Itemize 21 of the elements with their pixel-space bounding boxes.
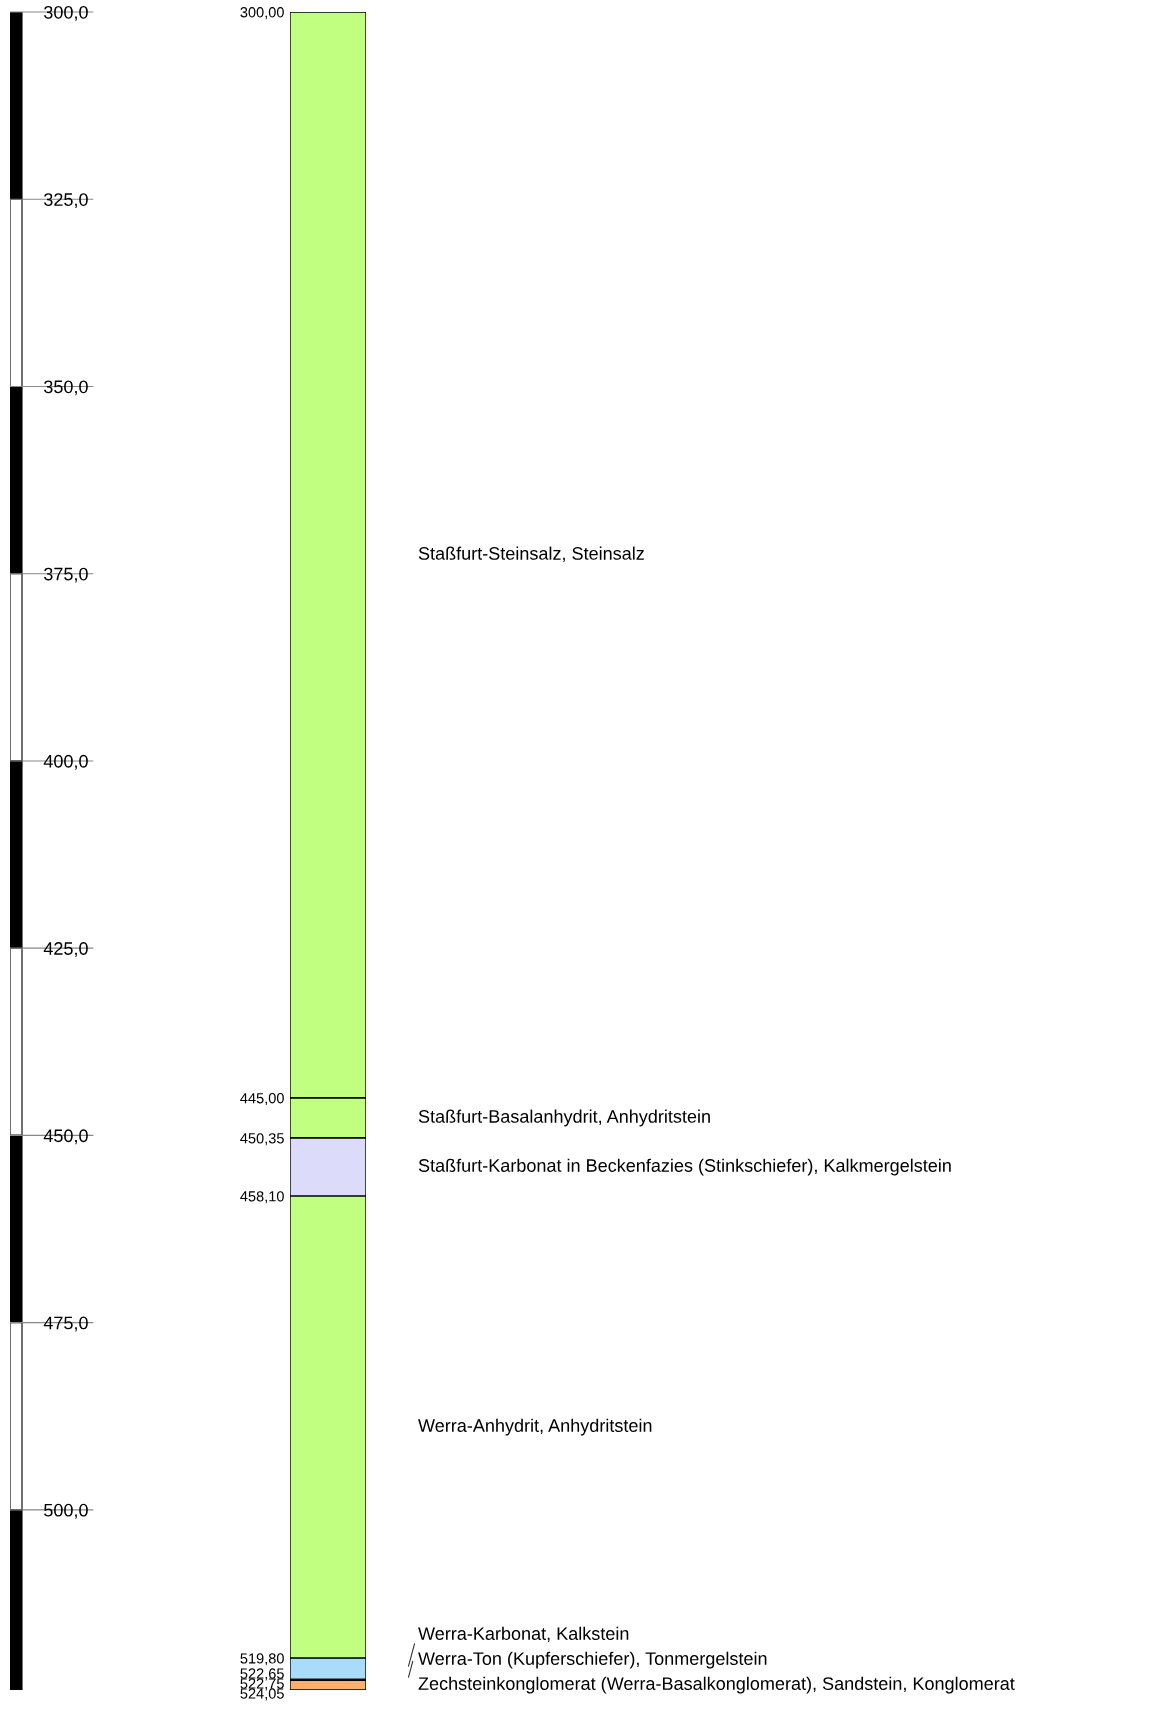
y-tick-label: 425,0 (43, 942, 88, 958)
y-tick-label: 375,0 (44, 567, 88, 583)
text: Werra-Karbonat, Kalkstein (418, 1626, 629, 1643)
y-tick-label: 400,0 (43, 754, 88, 770)
text: Zechsteinkonglomerat (Werra-Basalkonglomerat), Sandstein, Konglomerat (418, 1676, 1015, 1694)
y2-tick-label: 300,00 (240, 7, 284, 20)
text: Staßfurt-Karbonat in Beckenfazies (Stinkschiefer), Kalkmergelstein (418, 1158, 951, 1176)
y2-tick-label: 445,00 (240, 1093, 284, 1106)
text: Staßfurt-Steinsalz, Steinsalz (418, 546, 644, 562)
text: Werra-Anhydrit, Anhydritstein (418, 1418, 652, 1436)
y2-tick-label: 458,10 (240, 1191, 284, 1204)
text: Werra-Ton (Kupferschiefer), Tonmergelstein (418, 1651, 767, 1669)
y-tick-label: 325,0 (44, 193, 88, 209)
y-tick-label: 300,0 (44, 5, 88, 21)
y-tick-label: 450,0 (43, 1129, 88, 1145)
y-tick-label: 500,0 (44, 1503, 88, 1519)
y2-tick-label: 519,80 (240, 1653, 284, 1666)
y-tick-label: 350,0 (44, 380, 88, 396)
text: Staßfurt-Basalanhydrit, Anhydritstein (418, 1109, 710, 1127)
y-tick-label: 475,0 (43, 1316, 88, 1332)
y2-tick-label: 450,35 (240, 1133, 284, 1146)
